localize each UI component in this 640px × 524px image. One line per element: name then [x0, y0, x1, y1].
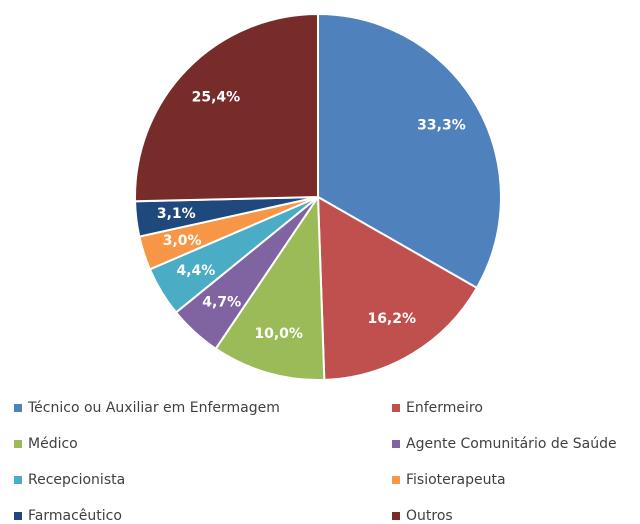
- legend-swatch: [392, 404, 400, 412]
- value-label: 33,3%: [417, 117, 466, 133]
- pie-slice: [214, 193, 326, 381]
- legend-label: Recepcionista: [28, 472, 125, 488]
- legend-swatch: [14, 404, 22, 412]
- value-label: 25,4%: [192, 89, 241, 105]
- legend-label: Enfermeiro: [406, 400, 483, 416]
- legend-swatch: [392, 440, 400, 448]
- legend-label: Médico: [28, 436, 78, 452]
- legend-label: Agente Comunitário de Saúde: [406, 436, 617, 452]
- legend-swatch: [14, 512, 22, 520]
- value-label: 4,7%: [202, 294, 241, 310]
- pie-slice: [134, 12, 319, 203]
- pie-slice: [316, 195, 479, 381]
- legend-label: Fisioterapeuta: [406, 472, 506, 488]
- legend-label: Outros: [406, 508, 453, 524]
- pie-slice: [317, 12, 502, 290]
- value-label: 3,1%: [157, 206, 196, 222]
- value-label: 16,2%: [367, 311, 416, 327]
- legend-swatch: [392, 476, 400, 484]
- legend-label: Técnico ou Auxiliar em Enfermagem: [27, 400, 280, 416]
- legend-swatch: [14, 476, 22, 484]
- value-label: 4,4%: [176, 263, 215, 279]
- legend-label: Farmacêutico: [28, 508, 122, 524]
- value-label: 10,0%: [254, 326, 303, 342]
- legend-swatch: [392, 512, 400, 520]
- value-label: 3,0%: [163, 233, 202, 249]
- legend-swatch: [14, 440, 22, 448]
